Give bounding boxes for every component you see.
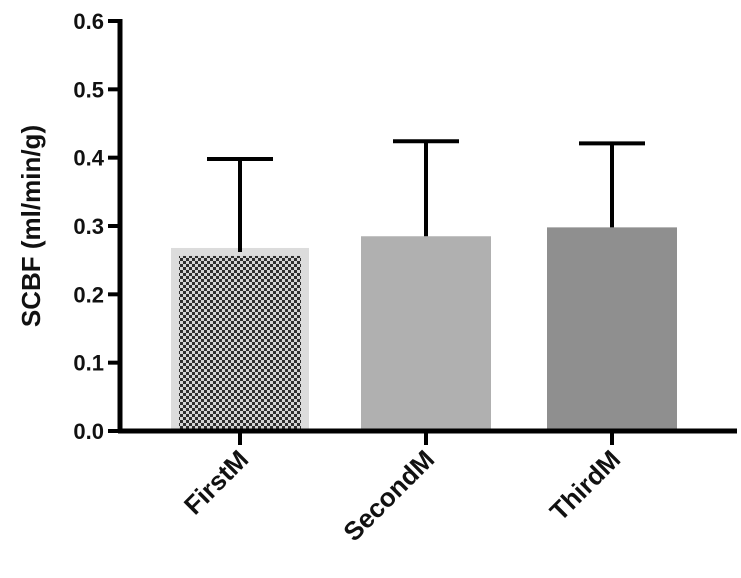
y-tick-label: 0.2 [73,282,104,307]
y-tick-label: 0.4 [73,146,104,171]
y-axis-ticks: 0.0 0.1 0.2 0.3 0.4 0.5 0.6 [73,9,120,444]
y-tick-label: 0.5 [73,77,104,102]
y-axis-title: SCBF (ml/min/g) [16,125,46,327]
bar-FirstM [179,255,301,431]
y-tick-label: 0.0 [73,419,104,444]
x-tick-label-SecondM: SecondM [337,444,440,547]
x-tick-label-FirstM: FirstM [178,444,254,520]
x-tick-label-ThirdM: ThirdM [544,444,626,526]
y-tick-label: 0.1 [73,351,104,376]
bar-ThirdM [547,227,677,431]
y-tick-label: 0.6 [73,9,104,34]
x-axis-ticks: FirstM SecondM ThirdM [178,431,626,547]
error-bars [207,139,645,252]
bars [171,227,677,431]
y-tick-label: 0.3 [73,214,104,239]
bar-SecondM [361,236,491,431]
